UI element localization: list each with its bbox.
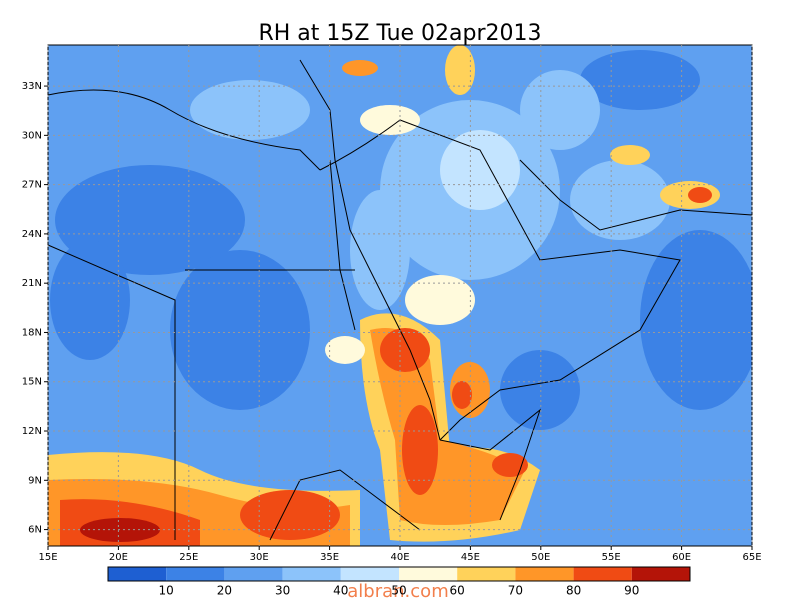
title: RH at 15Z Tue 02apr2013	[258, 21, 541, 46]
x-tick-label: 50E	[531, 552, 550, 563]
coastlines	[47, 59, 753, 541]
colorbar-label: 80	[566, 584, 581, 598]
colorbar-label: 10	[159, 584, 174, 598]
x-tick-label: 65E	[742, 552, 761, 563]
colorbar-label: 50	[391, 584, 406, 598]
x-tick-label: 55E	[602, 552, 621, 563]
y-tick-label: 21N	[22, 278, 42, 289]
colorbar-label: 20	[217, 584, 232, 598]
y-tick-label: 27N	[22, 180, 42, 191]
colorbar-box	[631, 567, 690, 581]
x-tick-label: 25E	[179, 552, 198, 563]
rh-field	[48, 45, 752, 546]
colorbar-box	[166, 567, 225, 581]
x-tick-label: 40E	[390, 552, 409, 563]
colorbar-label: 90	[624, 584, 639, 598]
x-tick-label: 30E	[250, 552, 269, 563]
colorbar-label: 70	[508, 584, 523, 598]
y-tick-label: 12N	[22, 426, 42, 437]
colorbar-box	[224, 567, 283, 581]
colorbar-frame	[107, 566, 691, 582]
watermark: albran.com	[347, 581, 448, 600]
colorbar-label: 60	[450, 584, 465, 598]
x-tick-label: 45E	[461, 552, 480, 563]
colorbar-box	[515, 567, 574, 581]
colorbar-box	[399, 567, 458, 581]
y-tick-label: 9N	[28, 475, 42, 486]
y-tick-label: 18N	[22, 327, 42, 338]
x-tick-label: 35E	[320, 552, 339, 563]
y-tick-label: 24N	[22, 229, 42, 240]
x-tick-label: 60E	[672, 552, 691, 563]
colorbar-label: 40	[333, 584, 348, 598]
y-tick-label: 6N	[28, 525, 42, 536]
colorbar-label: 30	[275, 584, 290, 598]
y-tick-label: 15N	[22, 377, 42, 388]
colorbar-box	[108, 567, 167, 581]
x-tick-label: 15E	[38, 552, 57, 563]
y-tick-label: 33N	[22, 81, 42, 92]
colorbar-box	[457, 567, 516, 581]
colorbar-box	[340, 567, 399, 581]
y-tick-label: 30N	[22, 130, 42, 141]
colorbar-box	[573, 567, 632, 581]
colorbar-box	[282, 567, 341, 581]
x-tick-label: 20E	[109, 552, 128, 563]
